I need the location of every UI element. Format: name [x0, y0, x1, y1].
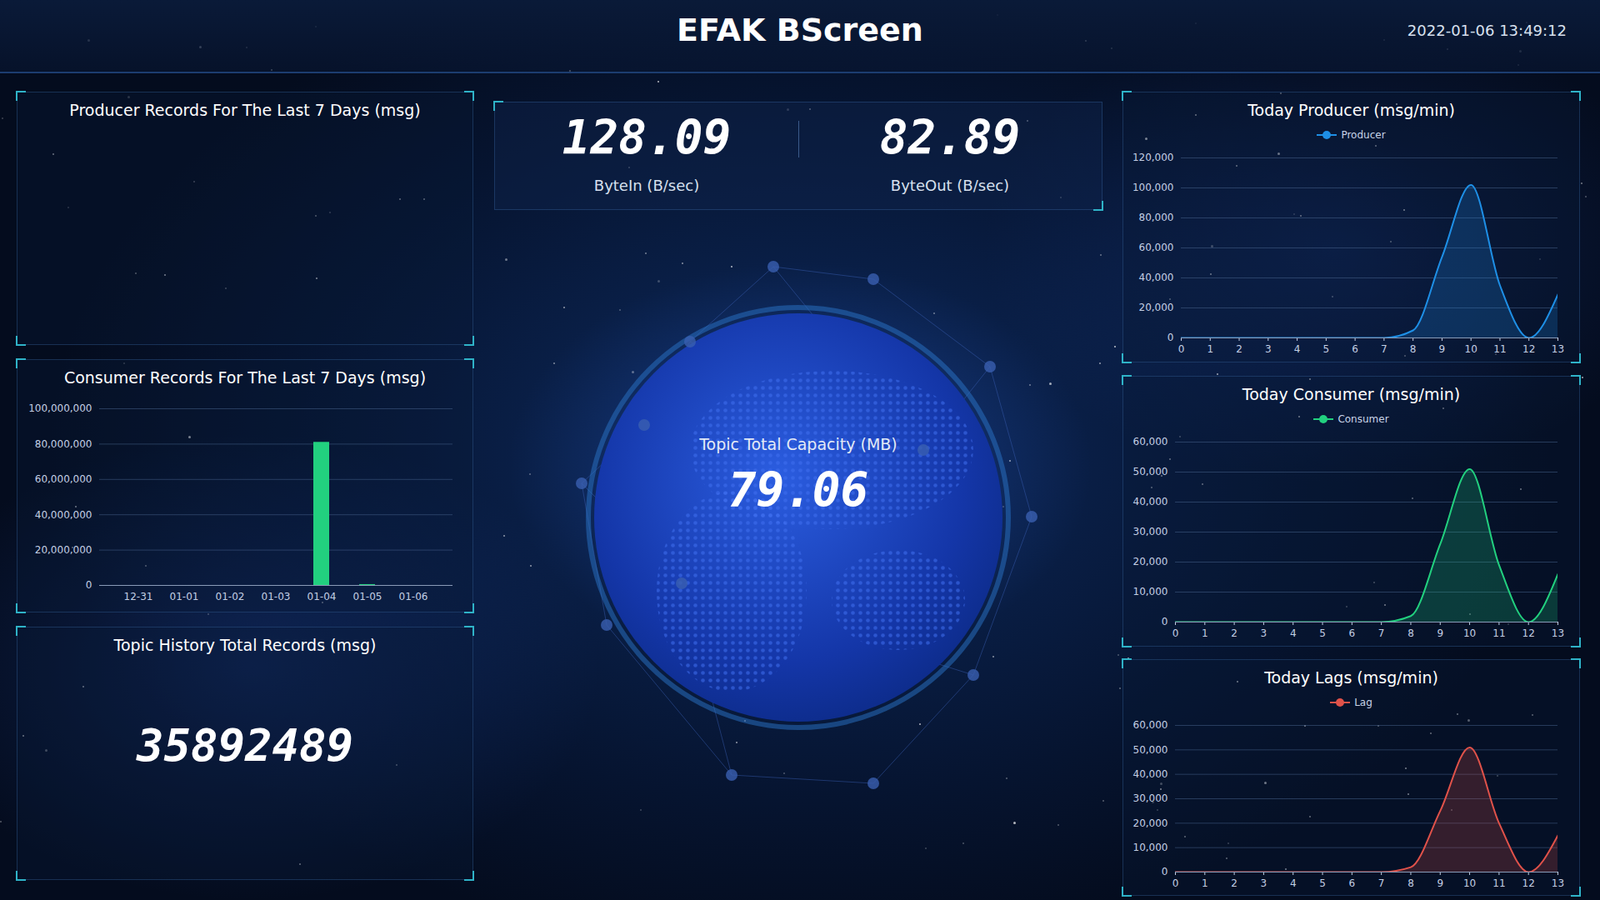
svg-text:40,000,000: 40,000,000	[35, 509, 93, 521]
svg-text:01-03: 01-03	[261, 590, 291, 603]
html-text:Producer: Producer	[1341, 129, 1386, 141]
svg-text:0: 0	[1161, 865, 1169, 878]
html-text:Topic History Total Records (m: Topic History Total Records (msg)	[113, 635, 377, 655]
svg-text:60,000: 60,000	[1133, 719, 1169, 731]
svg-text:80,000: 80,000	[1139, 211, 1175, 224]
svg-text:0: 0	[1167, 331, 1175, 344]
svg-text:10: 10	[1465, 343, 1478, 355]
svg-text:40,000: 40,000	[1133, 495, 1169, 508]
svg-text:60,000: 60,000	[1139, 241, 1175, 254]
svg-text:11: 11	[1493, 343, 1506, 355]
svg-text:10: 10	[1463, 877, 1476, 890]
svg-text:9: 9	[1436, 627, 1444, 640]
svg-text:12-31: 12-31	[124, 590, 154, 603]
svg-text:8: 8	[1407, 877, 1415, 890]
svg-text:0: 0	[1178, 343, 1185, 355]
html-text:ByteOut (B/sec): ByteOut (B/sec)	[890, 176, 1010, 195]
svg-text:2: 2	[1230, 627, 1238, 640]
svg-text:01-01: 01-01	[170, 590, 200, 603]
svg-text:13: 13	[1551, 877, 1565, 890]
html-text:Today Consumer (msg/min): Today Consumer (msg/min)	[1242, 385, 1461, 404]
svg-text:10: 10	[1463, 627, 1476, 640]
svg-text:100,000: 100,000	[1132, 181, 1175, 194]
svg-text:3: 3	[1265, 343, 1272, 355]
html-text:ByteIn (B/sec): ByteIn (B/sec)	[594, 176, 700, 195]
svg-text:8: 8	[1407, 627, 1415, 640]
html-text:Consumer Records For The Last: Consumer Records For The Last 7 Days (ms…	[64, 368, 426, 387]
svg-text:30,000: 30,000	[1133, 792, 1169, 805]
svg-text:01-02: 01-02	[215, 590, 245, 603]
svg-text:1: 1	[1206, 343, 1214, 355]
svg-text:60,000,000: 60,000,000	[35, 473, 93, 485]
svg-text:12: 12	[1522, 343, 1535, 355]
svg-text:13: 13	[1551, 343, 1565, 355]
svg-text:3: 3	[1260, 877, 1268, 890]
html-text:Consumer: Consumer	[1337, 413, 1389, 425]
svg-text:20,000: 20,000	[1133, 555, 1169, 568]
svg-text:7: 7	[1378, 627, 1385, 640]
svg-text:10,000: 10,000	[1133, 841, 1169, 854]
html-text:35892489: 35892489	[136, 719, 354, 772]
svg-text:01-06: 01-06	[399, 590, 429, 603]
svg-text:9: 9	[1436, 877, 1444, 890]
svg-text:01-04: 01-04	[307, 590, 337, 603]
html-text:79.06: 79.06	[728, 463, 869, 518]
svg-text:6: 6	[1349, 627, 1356, 640]
svg-text:10,000: 10,000	[1133, 585, 1169, 598]
svg-text:11: 11	[1492, 627, 1505, 640]
svg-text:4: 4	[1290, 877, 1297, 890]
html-text:Producer Records For The Last: Producer Records For The Last 7 Days (ms…	[69, 100, 421, 120]
svg-text:8: 8	[1410, 343, 1417, 355]
svg-text:5: 5	[1323, 343, 1330, 355]
svg-text:0: 0	[1172, 877, 1180, 890]
svg-text:100,000,000: 100,000,000	[28, 402, 92, 415]
svg-text:9: 9	[1439, 343, 1446, 355]
svg-text:11: 11	[1492, 877, 1505, 890]
html-text:Lag: Lag	[1354, 696, 1373, 709]
svg-text:3: 3	[1260, 627, 1268, 640]
html-text:128.09: 128.09	[562, 110, 731, 165]
svg-text:30,000: 30,000	[1133, 525, 1169, 538]
svg-text:01-05: 01-05	[353, 590, 383, 603]
html-text:82.89: 82.89	[879, 110, 1021, 165]
svg-text:7: 7	[1378, 877, 1385, 890]
svg-text:1: 1	[1201, 627, 1209, 640]
svg-text:4: 4	[1294, 343, 1301, 355]
svg-text:50,000: 50,000	[1133, 465, 1169, 478]
svg-text:20,000,000: 20,000,000	[35, 544, 93, 556]
svg-text:120,000: 120,000	[1132, 151, 1175, 164]
svg-text:5: 5	[1319, 877, 1326, 890]
html-text:EFAK BScreen: EFAK BScreen	[676, 11, 924, 49]
html-text:Today Lags (msg/min): Today Lags (msg/min)	[1264, 668, 1439, 687]
svg-text:2: 2	[1235, 343, 1243, 355]
svg-text:6: 6	[1351, 343, 1359, 355]
svg-text:7: 7	[1380, 343, 1388, 355]
svg-text:6: 6	[1349, 877, 1356, 890]
svg-text:13: 13	[1551, 627, 1565, 640]
svg-text:0: 0	[1172, 627, 1180, 640]
svg-text:50,000: 50,000	[1133, 744, 1169, 756]
svg-text:1: 1	[1201, 877, 1209, 890]
svg-text:80,000,000: 80,000,000	[35, 438, 93, 450]
html-text:2022-01-06 13:49:12: 2022-01-06 13:49:12	[1407, 21, 1567, 40]
svg-text:20,000: 20,000	[1133, 817, 1169, 830]
svg-text:2: 2	[1230, 877, 1238, 890]
svg-text:40,000: 40,000	[1139, 271, 1175, 284]
svg-text:60,000: 60,000	[1133, 435, 1169, 448]
svg-text:20,000: 20,000	[1139, 301, 1175, 314]
svg-text:0: 0	[1161, 615, 1169, 628]
html-text:Topic Total Capacity (MB): Topic Total Capacity (MB)	[699, 435, 898, 454]
svg-text:12: 12	[1522, 877, 1535, 890]
svg-text:5: 5	[1319, 627, 1326, 640]
svg-text:40,000: 40,000	[1133, 768, 1169, 780]
svg-text:4: 4	[1290, 627, 1297, 640]
html-text:Today Producer (msg/min): Today Producer (msg/min)	[1247, 100, 1455, 120]
svg-text:12: 12	[1522, 627, 1535, 640]
svg-text:0: 0	[85, 579, 93, 591]
